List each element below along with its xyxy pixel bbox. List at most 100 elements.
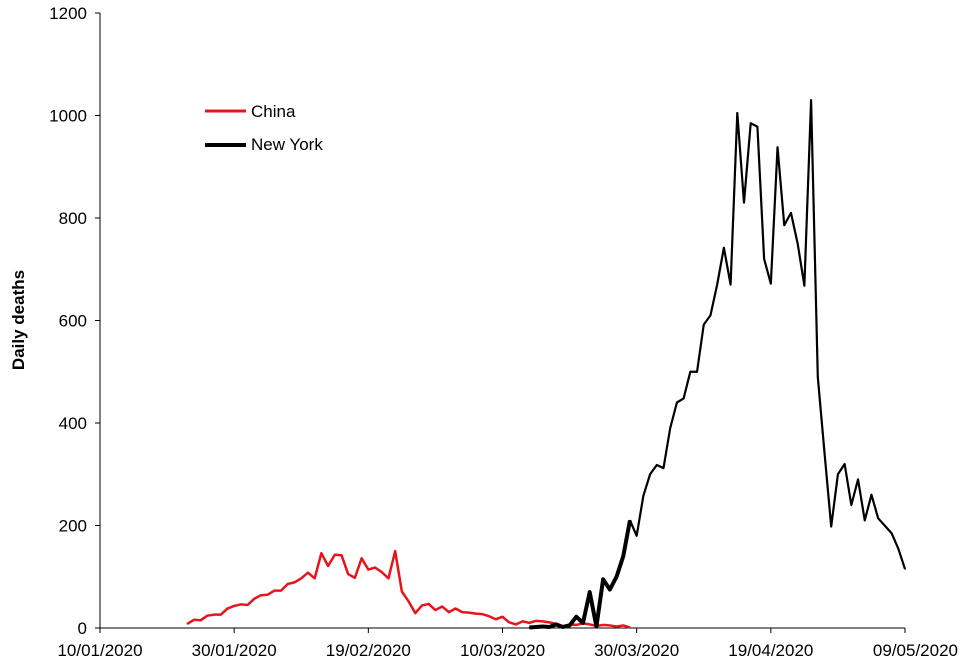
data-point: [434, 609, 437, 611]
data-point: [783, 224, 785, 226]
data-point: [260, 594, 262, 596]
data-point: [414, 612, 416, 614]
data-point: [877, 517, 879, 519]
data-point: [401, 591, 403, 593]
data-point: [535, 626, 537, 628]
data-point: [756, 126, 759, 128]
data-point: [582, 622, 584, 624]
data-point: [743, 202, 745, 204]
x-tick-label: 30/01/2020: [192, 641, 277, 660]
x-tick-label: 09/05/2020: [873, 641, 958, 660]
data-point: [454, 607, 457, 610]
data-point: [528, 622, 530, 624]
y-tick-label: 200: [59, 517, 87, 536]
data-point: [501, 616, 504, 618]
data-point: [535, 620, 537, 622]
data-point: [562, 626, 564, 628]
y-tick-label: 1200: [49, 4, 87, 23]
data-point: [763, 258, 765, 260]
data-point: [830, 525, 832, 528]
data-point: [736, 112, 738, 114]
data-point: [709, 314, 712, 316]
data-point: [206, 615, 208, 617]
data-point: [461, 611, 463, 613]
series-line-new-york: [628, 99, 907, 570]
data-point: [810, 99, 812, 101]
data-point: [428, 603, 430, 605]
data-point: [857, 478, 859, 480]
legend: China New York: [205, 102, 323, 154]
data-point: [696, 371, 698, 373]
legend-label-new-york: New York: [251, 135, 323, 154]
data-point: [528, 626, 530, 629]
data-point: [267, 594, 269, 596]
data-point: [374, 566, 376, 569]
data-point: [589, 591, 591, 593]
data-point: [226, 607, 229, 610]
data-point: [394, 550, 396, 552]
data-point: [307, 572, 309, 574]
data-point: [293, 581, 296, 583]
data-point: [421, 604, 423, 607]
data-point: [327, 565, 329, 567]
data-point: [703, 324, 705, 326]
data-point: [448, 611, 450, 613]
data-point: [186, 623, 188, 625]
data-point: [864, 519, 866, 521]
data-point: [770, 283, 772, 285]
data-point: [803, 285, 805, 287]
data-point: [273, 589, 276, 592]
data-point: [636, 535, 638, 537]
data-point: [233, 605, 235, 607]
data-point: [548, 621, 551, 623]
x-tick-label: 19/02/2020: [326, 641, 411, 660]
axes: 0 200 400 600 800 1000 1200 10/01/2020 30/01/202…: [49, 4, 958, 660]
data-point: [797, 243, 799, 245]
series-layer: [186, 99, 907, 630]
data-point: [240, 603, 242, 606]
data-point: [750, 122, 752, 124]
data-point: [817, 376, 819, 378]
x-tick-label: 10/03/2020: [460, 641, 545, 660]
data-point: [609, 624, 611, 627]
data-point: [615, 576, 618, 578]
data-point: [481, 613, 483, 615]
data-point: [515, 623, 517, 626]
data-point: [468, 612, 470, 614]
data-point: [575, 616, 577, 618]
y-tick-label: 400: [59, 414, 87, 433]
data-point: [334, 554, 336, 556]
data-point: [622, 555, 624, 557]
data-point: [642, 495, 644, 497]
data-point: [897, 547, 899, 550]
data-point: [522, 620, 524, 622]
data-point: [615, 625, 618, 628]
data-point: [776, 146, 779, 148]
data-point: [622, 624, 624, 627]
data-point: [629, 626, 631, 629]
data-point: [441, 605, 443, 608]
data-point: [723, 247, 725, 249]
series-line-new-york-early: [529, 520, 632, 630]
data-point: [280, 589, 282, 592]
data-point: [904, 568, 906, 570]
data-point: [213, 614, 215, 616]
data-point: [246, 604, 249, 606]
data-point: [844, 463, 846, 465]
data-point: [287, 583, 289, 585]
y-tick-label: 0: [78, 619, 87, 638]
data-point: [790, 212, 792, 214]
data-point: [495, 618, 497, 620]
data-point: [387, 577, 390, 579]
data-point: [662, 467, 665, 469]
data-point: [568, 624, 571, 627]
data-point: [683, 397, 685, 399]
data-point: [253, 598, 255, 600]
data-point: [508, 621, 510, 623]
data-point: [548, 626, 551, 628]
data-point: [669, 427, 671, 429]
data-point: [367, 568, 369, 571]
data-point: [629, 519, 631, 521]
x-tick-label: 30/03/2020: [594, 641, 679, 660]
